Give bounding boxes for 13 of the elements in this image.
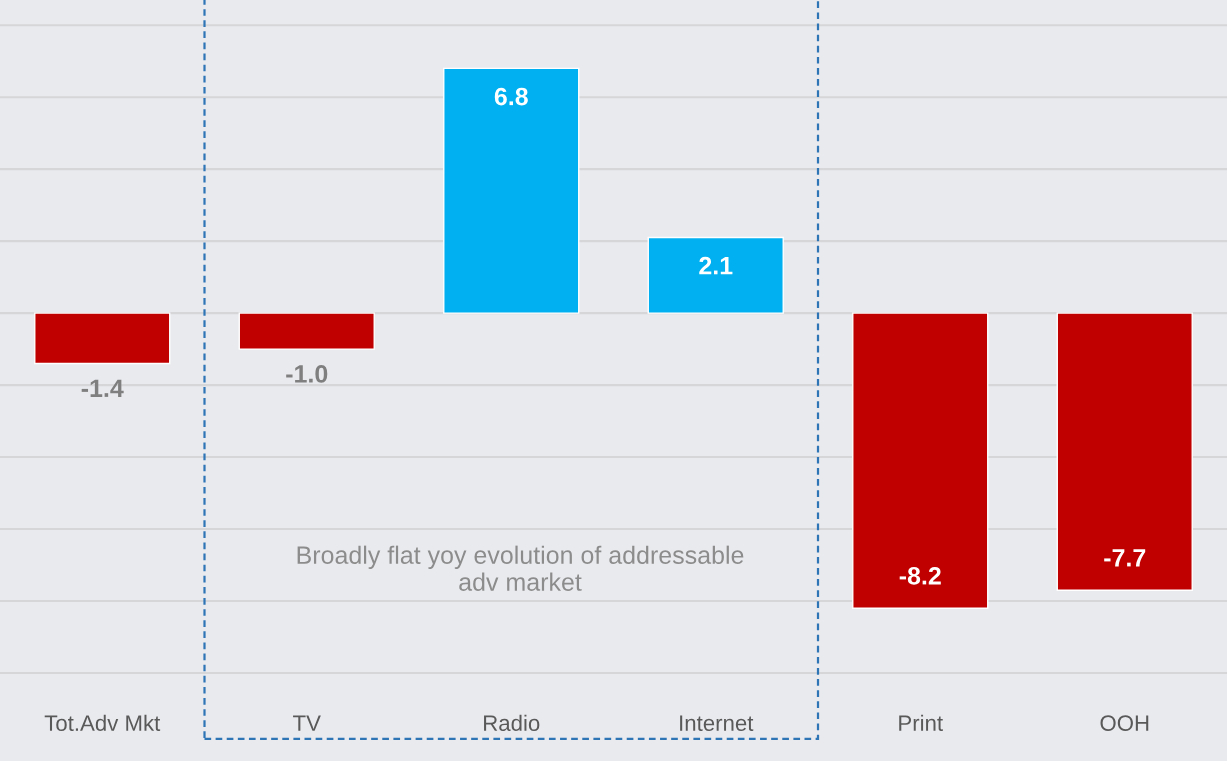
- x-tick-label: Print: [899, 714, 943, 731]
- data-label: -7.7: [1104, 549, 1146, 567]
- data-label: 6.8: [494, 87, 528, 106]
- annotation: Broadly flat yoy evolution of addressable adv market: [297, 545, 744, 591]
- data-label: -1.0: [286, 365, 328, 383]
- data-label: -1.4: [81, 379, 124, 397]
- x-tick-label: Internet: [680, 715, 754, 731]
- x-tick-label: TV: [293, 715, 321, 731]
- x-tick-label: Tot.Adv Mkt: [44, 714, 161, 731]
- data-label: -8.2: [899, 566, 941, 585]
- data-label: 2.1: [699, 256, 733, 275]
- x-tick-label: Radio: [484, 714, 540, 731]
- x-tick-label: OOH: [1100, 715, 1149, 731]
